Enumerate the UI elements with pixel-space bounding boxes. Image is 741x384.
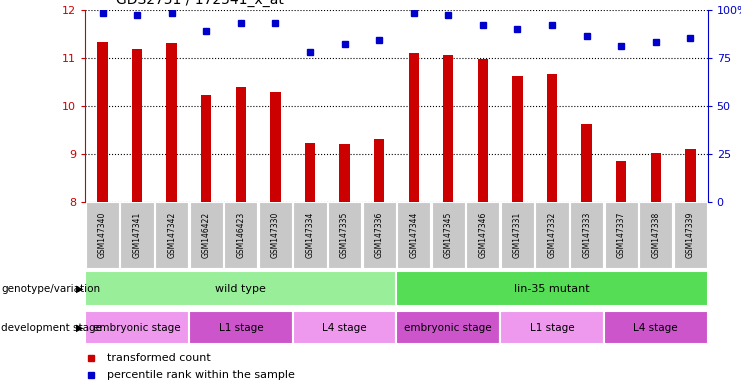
Bar	[155, 202, 188, 268]
Bar	[85, 311, 189, 344]
Text: GSM147341: GSM147341	[133, 212, 142, 258]
Bar	[293, 202, 327, 268]
Bar	[605, 202, 638, 268]
Bar	[478, 59, 488, 202]
Bar	[339, 144, 350, 202]
Bar	[396, 271, 708, 306]
Text: GSM147340: GSM147340	[98, 212, 107, 258]
Bar	[651, 153, 661, 202]
Bar	[328, 202, 361, 268]
Text: GSM147342: GSM147342	[167, 212, 176, 258]
Text: GSM147336: GSM147336	[375, 212, 384, 258]
Bar	[604, 311, 708, 344]
Bar	[501, 202, 534, 268]
Text: L1 stage: L1 stage	[219, 323, 263, 333]
Text: development stage: development stage	[1, 323, 102, 333]
Text: ▶: ▶	[76, 284, 84, 294]
Text: GSM147332: GSM147332	[548, 212, 556, 258]
Bar	[97, 42, 107, 202]
Bar	[132, 49, 142, 202]
Text: GSM147346: GSM147346	[479, 212, 488, 258]
Bar	[396, 311, 500, 344]
Bar	[362, 202, 396, 268]
Text: GSM147334: GSM147334	[305, 212, 314, 258]
Text: percentile rank within the sample: percentile rank within the sample	[107, 370, 295, 380]
Bar	[259, 202, 292, 268]
Bar	[500, 311, 604, 344]
Bar	[536, 202, 568, 268]
Bar	[547, 74, 557, 202]
Text: GSM147330: GSM147330	[271, 212, 280, 258]
Bar	[374, 139, 385, 202]
Text: GSM147333: GSM147333	[582, 212, 591, 258]
Bar	[201, 95, 211, 202]
Bar	[305, 143, 315, 202]
Bar	[189, 311, 293, 344]
Text: wild type: wild type	[216, 284, 266, 294]
Text: GSM147345: GSM147345	[444, 212, 453, 258]
Text: transformed count: transformed count	[107, 353, 210, 364]
Text: L1 stage: L1 stage	[530, 323, 574, 333]
Bar	[512, 76, 522, 202]
Bar	[121, 202, 153, 268]
Text: GSM147331: GSM147331	[513, 212, 522, 258]
Bar	[582, 124, 592, 202]
Text: GSM147339: GSM147339	[686, 212, 695, 258]
Text: genotype/variation: genotype/variation	[1, 284, 101, 294]
Bar	[270, 92, 281, 202]
Bar	[443, 55, 453, 202]
Text: GSM146423: GSM146423	[236, 212, 245, 258]
Bar	[86, 202, 119, 268]
Bar	[408, 53, 419, 202]
Text: lin-35 mutant: lin-35 mutant	[514, 284, 590, 294]
Bar	[570, 202, 603, 268]
Text: GSM147338: GSM147338	[651, 212, 660, 258]
Text: L4 stage: L4 stage	[322, 323, 367, 333]
Bar	[293, 311, 396, 344]
Text: embryonic stage: embryonic stage	[93, 323, 181, 333]
Text: L4 stage: L4 stage	[634, 323, 678, 333]
Bar	[639, 202, 672, 268]
Bar	[616, 161, 626, 202]
Text: GDS2751 / 172541_x_at: GDS2751 / 172541_x_at	[116, 0, 285, 7]
Bar	[167, 43, 177, 202]
Bar	[432, 202, 465, 268]
Bar	[674, 202, 707, 268]
Bar	[85, 271, 396, 306]
Bar	[190, 202, 223, 268]
Text: ▶: ▶	[76, 323, 84, 333]
Bar	[397, 202, 431, 268]
Bar	[466, 202, 499, 268]
Text: embryonic stage: embryonic stage	[405, 323, 492, 333]
Bar	[236, 88, 246, 202]
Text: GSM147344: GSM147344	[409, 212, 418, 258]
Bar	[225, 202, 257, 268]
Text: GSM146422: GSM146422	[202, 212, 210, 258]
Bar	[685, 149, 696, 202]
Text: GSM147335: GSM147335	[340, 212, 349, 258]
Text: GSM147337: GSM147337	[617, 212, 625, 258]
